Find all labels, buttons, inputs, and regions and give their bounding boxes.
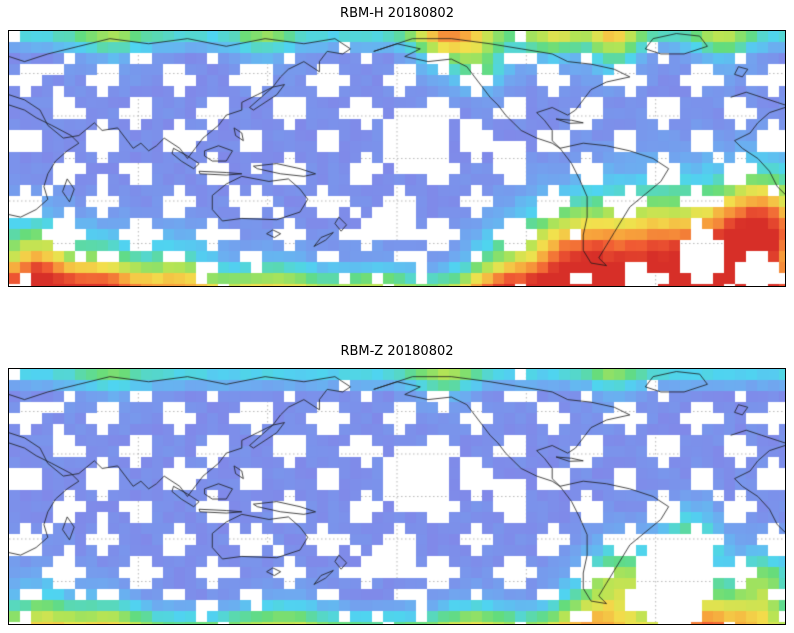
plot-frame-rbm-z xyxy=(8,368,786,625)
map-canvas-rbm-h xyxy=(9,31,785,286)
panel-title-rbm-h: RBM-H 20180802 xyxy=(340,6,454,21)
plot-frame-rbm-h xyxy=(8,30,786,287)
panel-title-rbm-z: RBM-Z 20180802 xyxy=(340,344,454,359)
map-canvas-rbm-z xyxy=(9,369,785,624)
